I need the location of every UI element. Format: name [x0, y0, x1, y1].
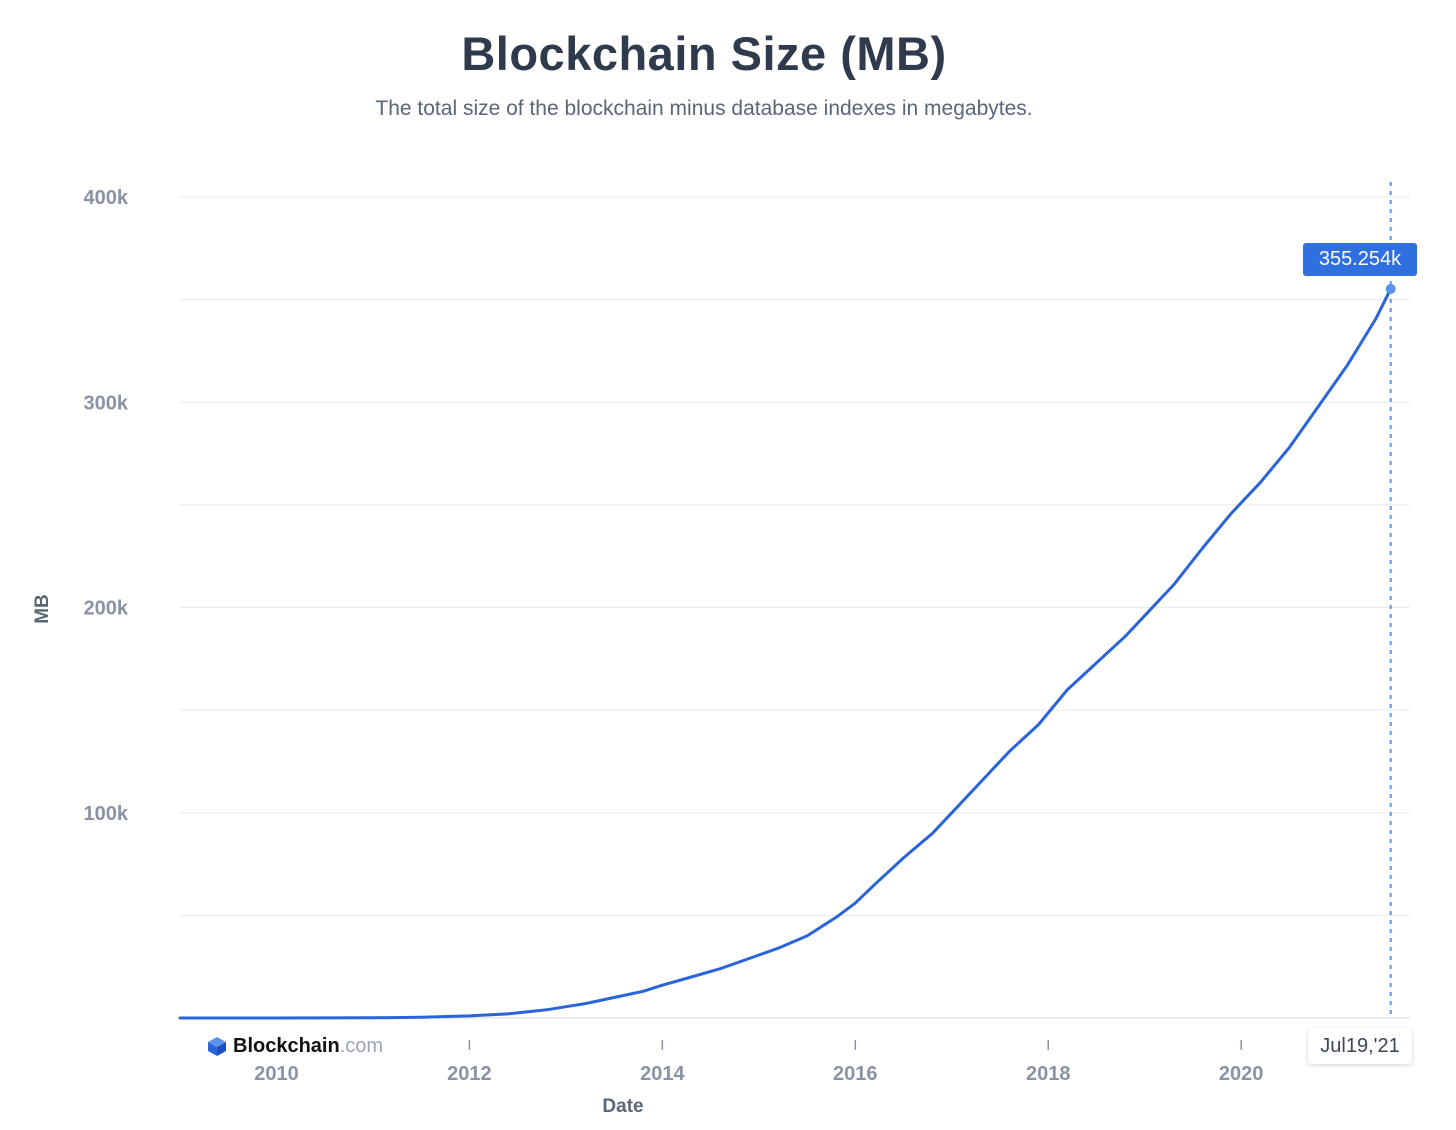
grid-layer — [180, 196, 1410, 1019]
brand-logo[interactable]: Blockchain .com — [206, 1033, 383, 1059]
y-axis-label: MB — [32, 594, 53, 624]
series-layer — [178, 287, 1393, 1020]
y-tick-label: 300k — [84, 392, 129, 414]
value-tooltip: 355.254k — [1303, 243, 1417, 276]
y-tick-label: 100k — [84, 803, 129, 825]
x-tick-label: 2020 — [1219, 1063, 1264, 1085]
x-axis-label: Date — [602, 1096, 643, 1117]
chart-subtitle: The total size of the blockchain minus d… — [375, 97, 1033, 120]
marker-layer — [1385, 182, 1396, 1018]
brand-name: Blockchain — [233, 1034, 340, 1057]
x-tick-label: 2018 — [1026, 1063, 1071, 1085]
blockchain-cube-icon — [208, 1037, 226, 1056]
highlight-point — [1385, 283, 1396, 294]
y-tick-label: 400k — [84, 187, 129, 209]
x-tick-label: 2012 — [447, 1063, 492, 1085]
x-tick-label: 2010 — [254, 1063, 299, 1085]
x-tick-label: 2016 — [833, 1063, 878, 1085]
y-tick-label: 200k — [84, 598, 129, 620]
brand-suffix: .com — [339, 1034, 384, 1057]
x-axis-ticks: 2010 2012 2014 2016 2018 2020 — [254, 1040, 1263, 1085]
date-tooltip: Jul19,'21 — [1308, 1028, 1412, 1064]
x-tick-label: 2014 — [640, 1063, 685, 1085]
y-axis-ticks: 100k 200k 300k 400k — [84, 187, 129, 825]
chart-title: Blockchain Size (MB) — [461, 27, 947, 80]
series-line — [178, 287, 1393, 1020]
